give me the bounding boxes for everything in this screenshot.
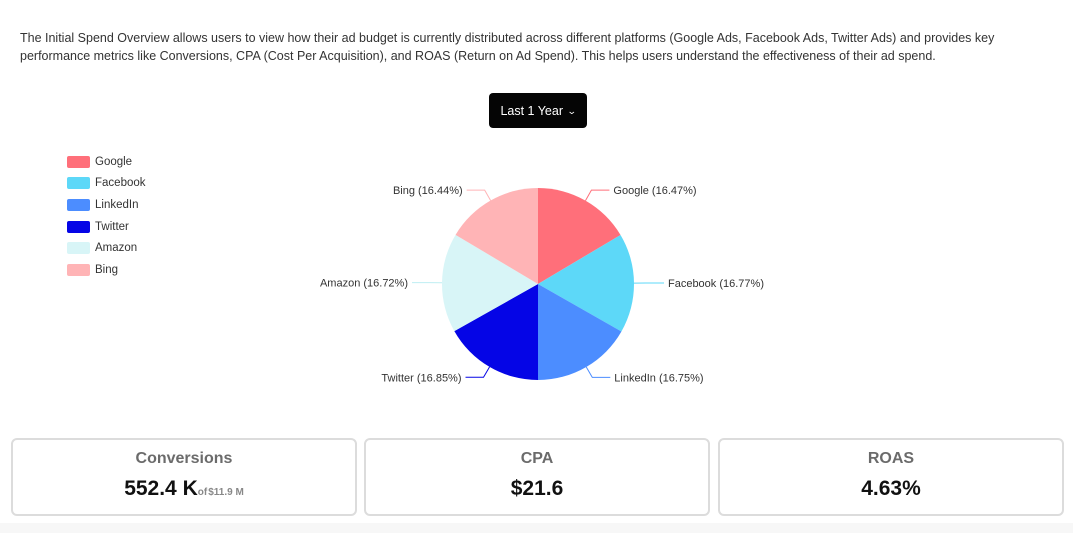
legend-swatch [67,177,90,190]
legend-swatch [67,155,90,168]
page-bottom-strip [0,523,1073,533]
cpa-title: CPA [520,450,554,467]
conversions-card: Conversions 552.4 Kof$11.9 M [11,438,357,516]
legend-swatch [67,263,90,276]
chart-legend: Google Facebook LinkedIn Twitter Amazon … [67,151,146,281]
time-range-label: Last 1 Year [500,103,563,118]
spend-pie-chart: Google (16.47%) Facebook (16.77%) LinkedIn… [300,150,780,420]
legend-item-bing[interactable]: Bing [67,259,146,281]
pie-leader-line-twitter [465,366,491,378]
legend-label: Twitter [95,220,129,233]
pie-slice-bing[interactable] [455,188,538,284]
conversions-sub-value: $11.9 M [208,487,244,498]
pie-label-facebook: Facebook (16.77%) [668,278,764,290]
legend-swatch [67,242,90,255]
pie-label-linkedin: LinkedIn (16.75%) [614,372,703,384]
legend-swatch [67,220,90,233]
legend-label: Facebook [95,177,146,190]
conversions-title: Conversions [135,450,233,467]
roas-value: 4.63% [861,477,921,500]
pie-leader-line-google [585,189,610,201]
legend-label: Amazon [95,242,138,255]
legend-label: LinkedIn [95,198,139,211]
legend-item-amazon[interactable]: Amazon [67,237,146,259]
cpa-card: CPA $21.6 [364,438,710,516]
pie-label-amazon: Amazon (16.72%) [320,278,408,290]
pie-slice-facebook[interactable] [538,234,634,332]
pie-slice-google[interactable] [538,188,621,284]
roas-card: ROAS 4.63% [718,438,1064,516]
roas-title: ROAS [867,450,915,467]
conversions-value: 552.4 K [124,477,198,500]
conversions-sub-prefix: of [197,487,208,498]
legend-item-google[interactable]: Google [67,151,146,173]
conversions-value-row: 552.4 Kof$11.9 M [13,477,355,501]
legend-label: Google [95,155,133,168]
cpa-value: $21.6 [510,477,564,500]
legend-item-linkedin[interactable]: LinkedIn [67,194,146,216]
pie-chart-svg: Google (16.47%) Facebook (16.77%) LinkedIn… [320,185,764,384]
legend-item-facebook[interactable]: Facebook [67,173,146,195]
pie-slice-twitter[interactable] [454,284,539,380]
pie-label-twitter: Twitter (16.85%) [381,372,461,384]
legend-item-twitter[interactable]: Twitter [67,216,146,238]
pie-leader-line-bing [466,189,492,201]
pie-leader-line-linkedin [585,366,611,378]
pie-label-bing: Bing (16.44%) [393,185,463,197]
time-range-dropdown[interactable]: Last 1 Year ⌄ [489,93,587,128]
legend-swatch [67,198,90,211]
pie-label-google: Google (16.47%) [613,185,696,197]
chevron-down-icon: ⌄ [566,105,577,116]
pie-slice-linkedin[interactable] [538,284,622,380]
legend-label: Bing [95,263,119,276]
overview-description: The Initial Spend Overview allows users … [20,31,995,63]
pie-slice-amazon[interactable] [442,234,538,332]
